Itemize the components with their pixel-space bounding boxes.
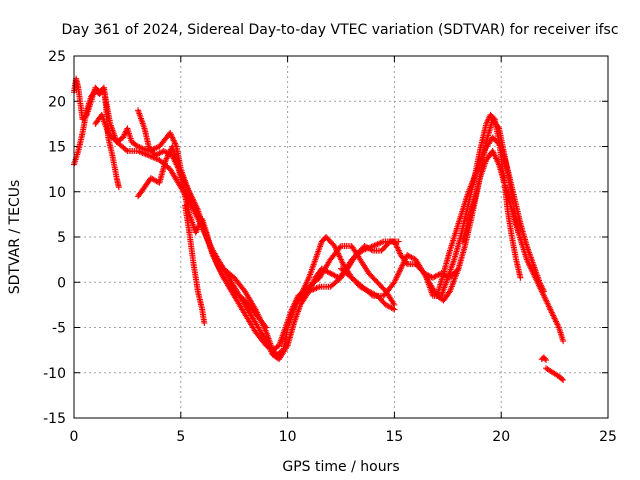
y-tick-label: 20 [48,94,66,110]
y-tick-label: 25 [48,49,66,65]
y-tick-label: -15 [43,411,66,427]
data-point [262,323,269,330]
y-tick-label: 10 [48,185,66,201]
data-point [123,146,130,153]
x-tick-label: 15 [385,429,403,445]
data-point [336,244,343,251]
data-point [560,376,567,383]
plot-frame [73,55,609,419]
data-point [540,288,547,295]
x-tick-label: 10 [279,429,297,445]
data-point [368,291,375,298]
x-tick-label: 0 [70,429,79,445]
y-tick-label: 0 [57,275,66,291]
series-arc-12 [538,354,550,364]
data-point [560,338,567,345]
data-point [543,357,550,364]
series-arc-13 [543,365,567,383]
y-tick-label: -10 [43,366,66,382]
data-point [541,355,548,362]
data-point [263,324,270,331]
data-point [517,274,524,281]
data-point [559,376,566,383]
x-tick-label: 5 [176,429,185,445]
data-points [71,75,567,383]
data-point [389,305,396,312]
data-point [490,115,497,122]
series-arc-11 [459,148,522,245]
x-tick-label: 20 [492,429,510,445]
chart-title: Day 361 of 2024, Sidereal Day-to-day VTE… [61,22,618,38]
y-axis-label: SDTVAR / TECUs [7,180,23,295]
data-point [201,319,208,326]
series-arc-6 [182,202,208,326]
data-point [115,184,122,191]
data-point [515,229,522,236]
series-arc-10 [434,134,547,299]
x-tick-label: 25 [599,429,617,445]
data-point [391,301,398,308]
y-tick-label: 15 [48,140,66,156]
grid [74,56,608,418]
series-arc-5 [135,143,270,331]
y-tick-label: -5 [52,321,66,337]
series-arc-2 [71,75,398,358]
y-tick-label: 5 [57,230,66,246]
x-axis-label: GPS time / hours [282,459,399,475]
series-arc-8 [338,116,567,345]
axis-ticks: 0 5 10 15 20 25 -15 -10 -5 0 5 10 15 20 25 [43,49,617,445]
